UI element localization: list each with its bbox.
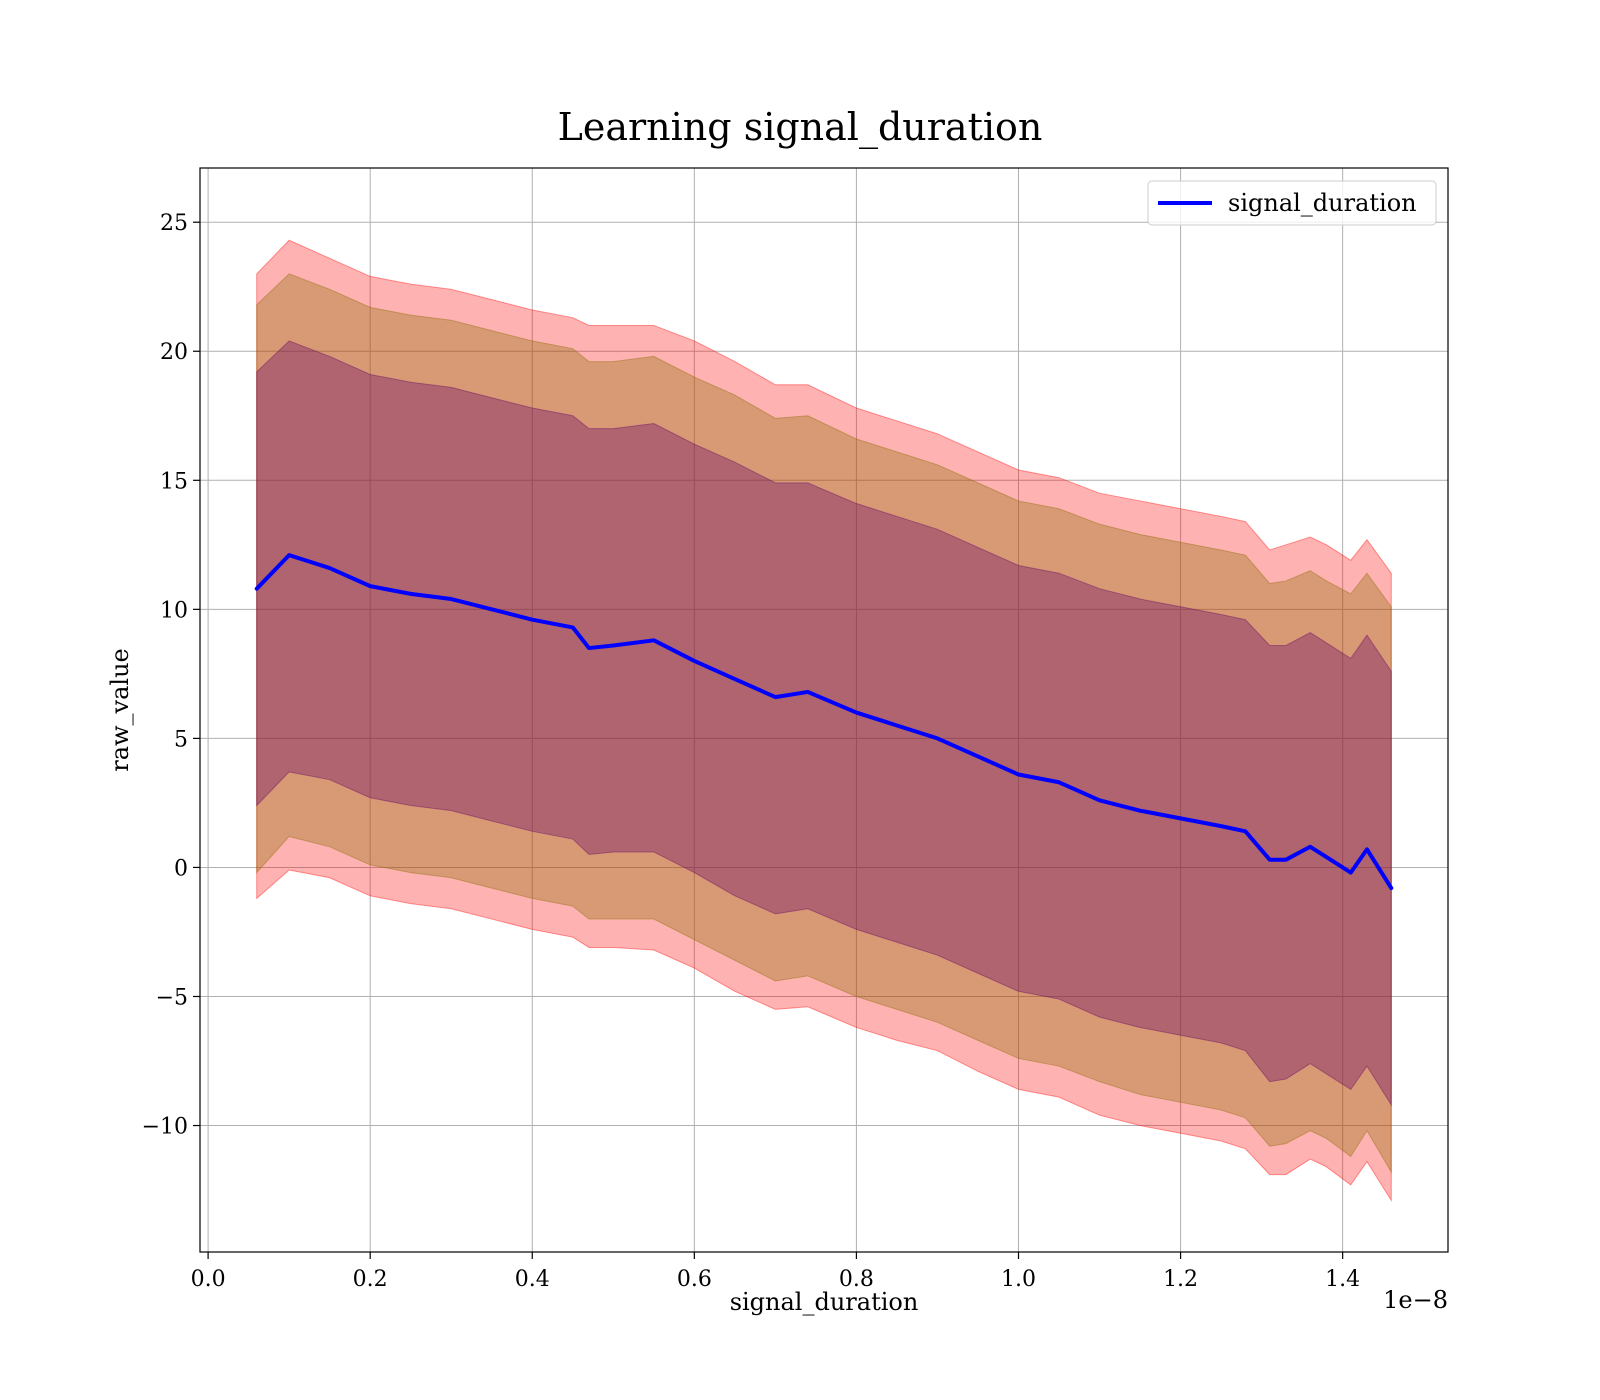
x-tick-label: 1.4 — [1325, 1267, 1360, 1292]
y-tick-label: 15 — [160, 469, 188, 494]
legend-label: signal_duration — [1228, 189, 1417, 217]
chart-title: Learning signal_duration — [558, 105, 1043, 150]
plot-frame — [199, 167, 1449, 1253]
y-tick-label: 5 — [174, 727, 188, 752]
band-inner — [256, 340, 1392, 1107]
x-tick-label: 0.0 — [191, 1267, 226, 1292]
y-tick-label: 25 — [160, 211, 188, 236]
x-tick-label: 1.2 — [1163, 1267, 1198, 1292]
x-axis-ticks: 0.0 0.2 0.4 0.6 0.8 1.0 1.2 1.4 — [191, 1252, 1360, 1292]
confidence-bands — [256, 239, 1392, 1203]
y-tick-label: 20 — [160, 340, 188, 365]
band-middle — [256, 273, 1392, 1174]
band-outer — [256, 239, 1392, 1203]
gridlines — [200, 168, 1448, 1252]
x-tick-label: 0.8 — [839, 1267, 874, 1292]
x-axis-label: signal_duration — [730, 1288, 919, 1316]
x-tick-label: 0.4 — [515, 1267, 550, 1292]
x-axis-scale-label: 1e−8 — [1383, 1286, 1448, 1314]
series-line-signal_duration — [254, 553, 1394, 891]
y-axis-label: raw_value — [106, 648, 134, 772]
series-lines — [254, 553, 1394, 891]
legend-box — [1147, 180, 1437, 226]
legend: signal_duration — [1147, 180, 1437, 226]
x-tick-label: 0.6 — [677, 1267, 712, 1292]
x-tick-label: 1.0 — [1001, 1267, 1036, 1292]
y-axis-ticks: −10 −5 0 5 10 15 20 25 — [142, 211, 200, 1140]
y-tick-label: −5 — [156, 985, 188, 1010]
x-tick-label: 0.2 — [353, 1267, 388, 1292]
y-tick-label: 0 — [174, 856, 188, 881]
y-tick-label: −10 — [142, 1115, 188, 1140]
y-tick-label: 10 — [160, 598, 188, 623]
